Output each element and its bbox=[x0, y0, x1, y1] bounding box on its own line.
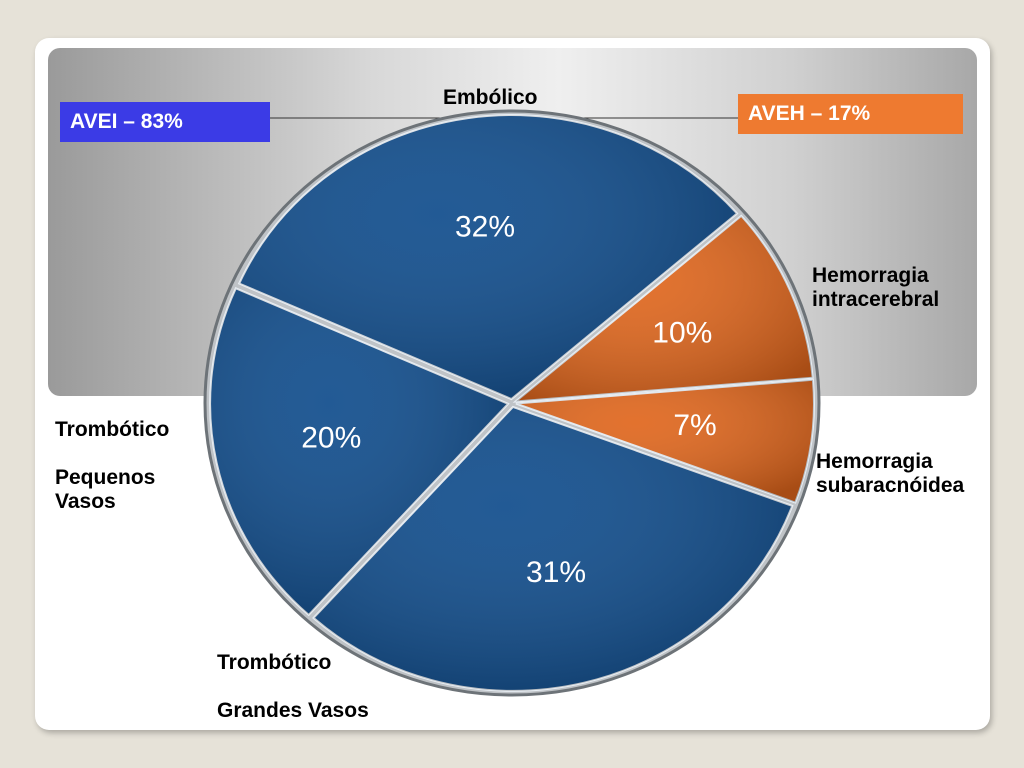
slice-label: 7% bbox=[673, 409, 716, 442]
slice-label: 32% bbox=[455, 211, 515, 244]
slice-shade bbox=[515, 379, 814, 503]
slice-label: 20% bbox=[301, 422, 361, 455]
category-label: Hemorragia intracerebral bbox=[812, 264, 940, 311]
slice-label: 10% bbox=[652, 317, 712, 350]
category-label: Trombótico Grandes Vasos bbox=[217, 651, 369, 722]
slices: 32% 10% 7% 31% 20% bbox=[209, 114, 815, 692]
slice-shade bbox=[515, 215, 813, 402]
slice-shade bbox=[313, 406, 793, 691]
slice-shade bbox=[210, 288, 509, 615]
annotation-box: AVEH – 17% bbox=[738, 94, 963, 134]
slice-label: 31% bbox=[526, 556, 586, 589]
category-label: Embólico bbox=[443, 86, 538, 109]
annotation-box: AVEI – 83% bbox=[60, 102, 270, 142]
category-label: Hemorragia subaracnóidea bbox=[816, 450, 965, 497]
slice-shade bbox=[239, 115, 738, 400]
category-label: Trombótico Pequenos Vasos bbox=[55, 418, 170, 513]
